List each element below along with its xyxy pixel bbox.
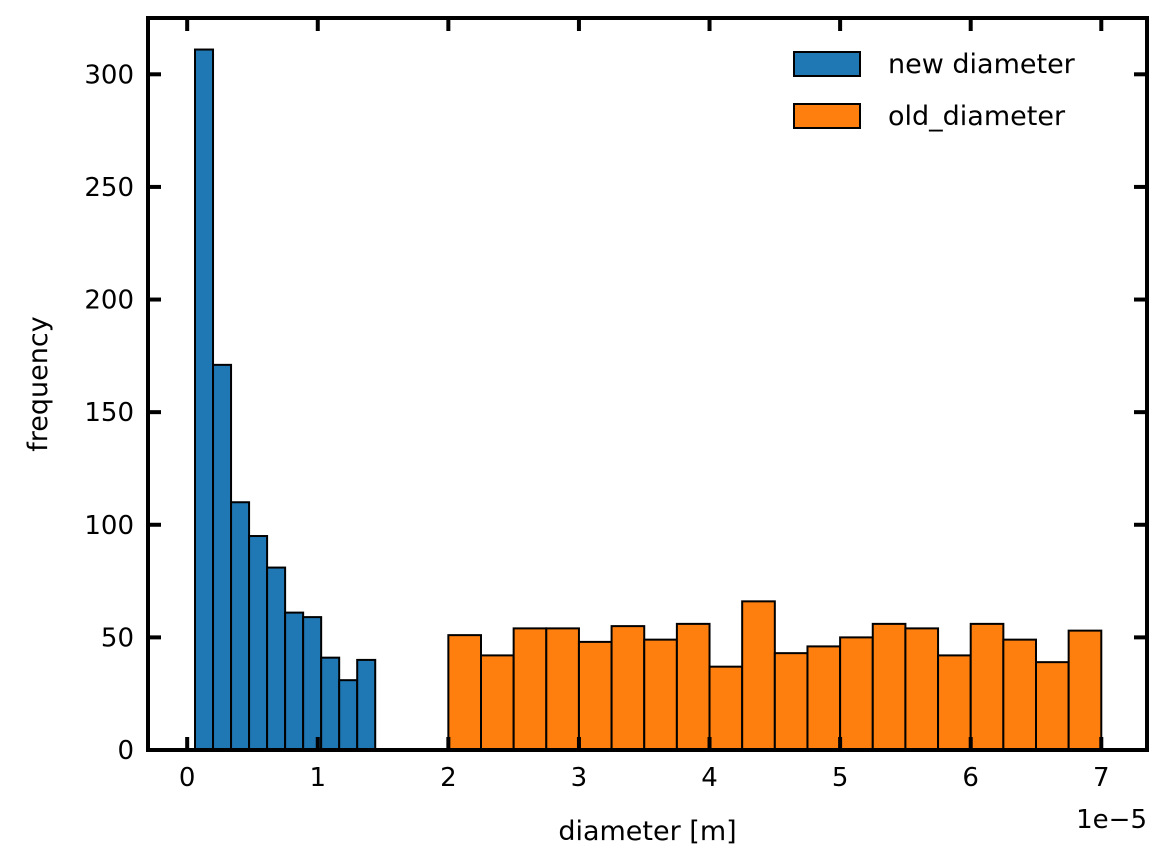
bar-old-19 <box>1067 629 1103 751</box>
bar-old-7 <box>675 622 711 752</box>
bar-new-6 <box>302 616 323 751</box>
bar-old-15 <box>937 654 972 751</box>
x-tick-label-2: 2 <box>440 763 457 793</box>
x-tick-label-4: 4 <box>701 763 718 793</box>
bar-new-5 <box>284 611 305 752</box>
bar-old-18 <box>1035 661 1070 751</box>
bar-old-14 <box>904 627 940 751</box>
x-axis-label: diameter [m] <box>558 816 736 847</box>
bar-new-3 <box>248 535 269 751</box>
bars-layer <box>194 48 1103 752</box>
x-tick-label-0: 0 <box>179 763 196 793</box>
bar-old-11 <box>806 645 842 752</box>
y-axis-label: frequency <box>23 316 54 451</box>
ticks-layer <box>148 18 1147 752</box>
bar-old-13 <box>871 622 907 752</box>
legend-swatch-1 <box>793 103 861 129</box>
bar-old-2 <box>512 627 548 751</box>
bar-old-10 <box>773 652 809 751</box>
bar-new-0 <box>194 48 215 752</box>
bar-old-17 <box>1002 638 1038 751</box>
y-tick-label-6: 300 <box>84 60 134 90</box>
y-tick-label-1: 50 <box>101 623 134 653</box>
bar-old-8 <box>708 665 744 751</box>
bar-new-2 <box>230 501 251 751</box>
y-tick-label-2: 100 <box>84 511 134 541</box>
bar-old-0 <box>447 634 482 752</box>
legend-label-1: old_diameter <box>888 101 1066 132</box>
bar-new-1 <box>212 363 233 751</box>
x-tick-label-1: 1 <box>309 763 326 793</box>
y-tick-label-4: 200 <box>84 286 134 316</box>
x-tick-label-6: 6 <box>962 763 979 793</box>
bar-old-1 <box>480 654 515 751</box>
y-tick-label-5: 250 <box>84 173 134 203</box>
y-tick-label-3: 150 <box>84 398 134 428</box>
legend-swatch-0 <box>793 51 861 77</box>
tick-labels-layer: 0 1 2 3 4 5 6 7 0 50 100 150 200 250 300 <box>84 60 1109 793</box>
bar-old-5 <box>610 625 646 751</box>
bar-old-6 <box>643 638 678 751</box>
bar-old-12 <box>839 636 874 752</box>
bar-new-7 <box>320 656 341 752</box>
x-axis-offset-label: 1e−5 <box>1076 805 1147 835</box>
x-tick-label-5: 5 <box>832 763 849 793</box>
bar-new-4 <box>266 566 287 751</box>
bar-new-8 <box>338 679 359 752</box>
plot-frame <box>146 16 1149 752</box>
x-tick-label-3: 3 <box>571 763 588 793</box>
legend: new diameter old_diameter <box>793 49 1076 132</box>
legend-label-0: new diameter <box>888 49 1076 80</box>
x-tick-label-7: 7 <box>1093 763 1110 793</box>
bar-old-16 <box>969 622 1005 752</box>
y-tick-label-0: 0 <box>117 736 134 766</box>
bar-old-4 <box>577 640 613 751</box>
bar-old-9 <box>741 600 776 752</box>
bar-new-9 <box>356 658 377 752</box>
bar-old-3 <box>545 627 580 751</box>
